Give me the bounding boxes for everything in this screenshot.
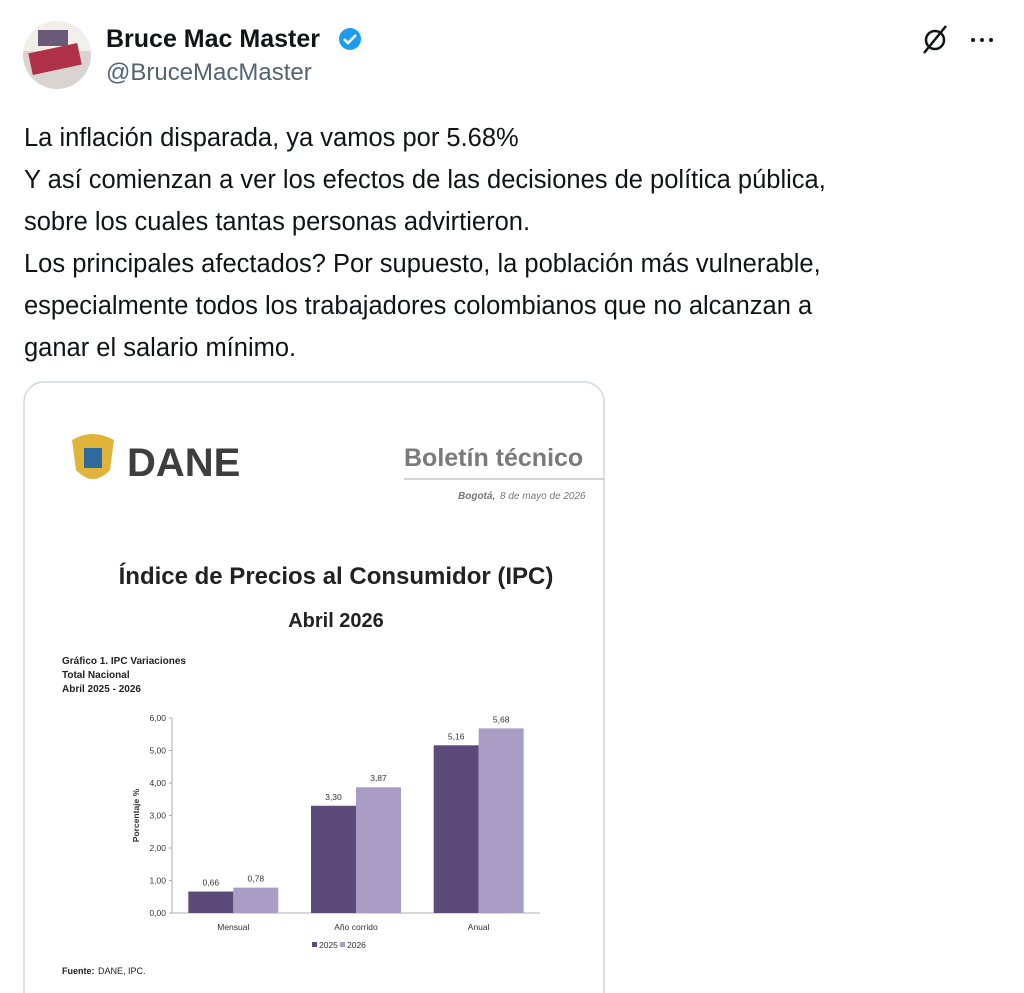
x-tick-label: Anual <box>468 922 490 932</box>
dane-wordmark: DANE <box>127 441 240 485</box>
doc-place: Bogotá, <box>458 491 495 502</box>
text-line: ganar el salario mínimo. <box>24 334 296 362</box>
doc-kind: Boletín técnico <box>404 444 583 472</box>
value-label: 3,87 <box>370 773 387 783</box>
value-label: 5,68 <box>493 714 510 724</box>
bar <box>311 805 356 913</box>
x-tick-label: Mensual <box>217 922 249 932</box>
y-tick-label: 0,00 <box>149 908 166 918</box>
y-tick-label: 1,00 <box>149 876 166 886</box>
author-handle[interactable]: @BruceMacMaster <box>106 59 312 86</box>
legend-swatch <box>312 942 317 947</box>
verified-badge <box>339 28 361 50</box>
value-label: 0,78 <box>248 874 265 884</box>
author-name[interactable]: Bruce Mac Master <box>106 25 320 53</box>
tweet-text: La inflación disparada, ya vamos por 5.6… <box>24 124 826 362</box>
doc-title: Índice de Precios al Consumidor (IPC) <box>119 562 554 590</box>
legend-item: 2026 <box>340 940 366 950</box>
more-button[interactable] <box>971 38 993 42</box>
text-line: Y así comienzan a ver los efectos de las… <box>24 166 826 194</box>
legend-label: 2025 <box>319 940 338 950</box>
text-line: sobre los cuales tantas personas advirti… <box>24 208 530 236</box>
y-tick-label: 3,00 <box>149 811 166 821</box>
grok-icon[interactable] <box>923 25 947 54</box>
avatar[interactable] <box>23 21 91 89</box>
chart-title: Gráfico 1. IPC Variaciones <box>62 656 186 667</box>
legend-label: 2026 <box>347 940 366 950</box>
text-line: especialmente todos los trabajadores col… <box>24 292 813 320</box>
chart-title: Abril 2025 - 2026 <box>62 684 141 695</box>
doc-subtitle: Abril 2026 <box>288 610 384 632</box>
legend-item: 2025 <box>312 940 338 950</box>
bar <box>356 787 401 913</box>
x-tick-label: Año corrido <box>334 922 378 932</box>
value-label: 0,66 <box>203 878 220 888</box>
bar <box>233 887 279 913</box>
value-label: 5,16 <box>448 731 465 741</box>
bar <box>188 891 234 913</box>
y-tick-label: 5,00 <box>149 746 166 756</box>
y-tick-label: 6,00 <box>149 713 166 723</box>
doc-date: 8 de mayo de 2026 <box>500 491 586 502</box>
bar <box>478 728 524 913</box>
text-line: Los principales afectados? Por supuesto,… <box>24 250 821 278</box>
chart-title: Total Nacional <box>62 670 130 681</box>
chart: Gráfico 1. IPC Variaciones Total Nacional… <box>62 656 540 950</box>
dane-logo: DANE <box>72 434 240 485</box>
bar <box>433 745 479 913</box>
y-axis-label: Porcentaje % <box>131 788 141 842</box>
text-line: La inflación disparada, ya vamos por 5.6… <box>24 124 519 152</box>
source-label: Fuente: <box>62 966 95 976</box>
value-label: 3,30 <box>325 792 342 802</box>
legend-swatch <box>340 942 345 947</box>
y-tick-label: 4,00 <box>149 778 166 788</box>
y-tick-label: 2,00 <box>149 843 166 853</box>
source: DANE, IPC. <box>98 966 146 976</box>
